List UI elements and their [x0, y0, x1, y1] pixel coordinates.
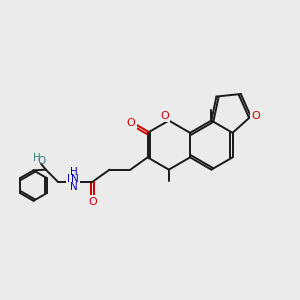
Text: H: H — [67, 174, 75, 184]
Text: O: O — [37, 156, 46, 166]
Text: O: O — [160, 111, 169, 121]
Text: O: O — [88, 196, 97, 206]
Text: O: O — [251, 111, 260, 122]
Text: H: H — [33, 153, 41, 163]
Text: N: N — [71, 174, 79, 184]
Text: O: O — [127, 118, 136, 128]
Text: H: H — [70, 167, 78, 178]
Text: N: N — [70, 182, 78, 192]
